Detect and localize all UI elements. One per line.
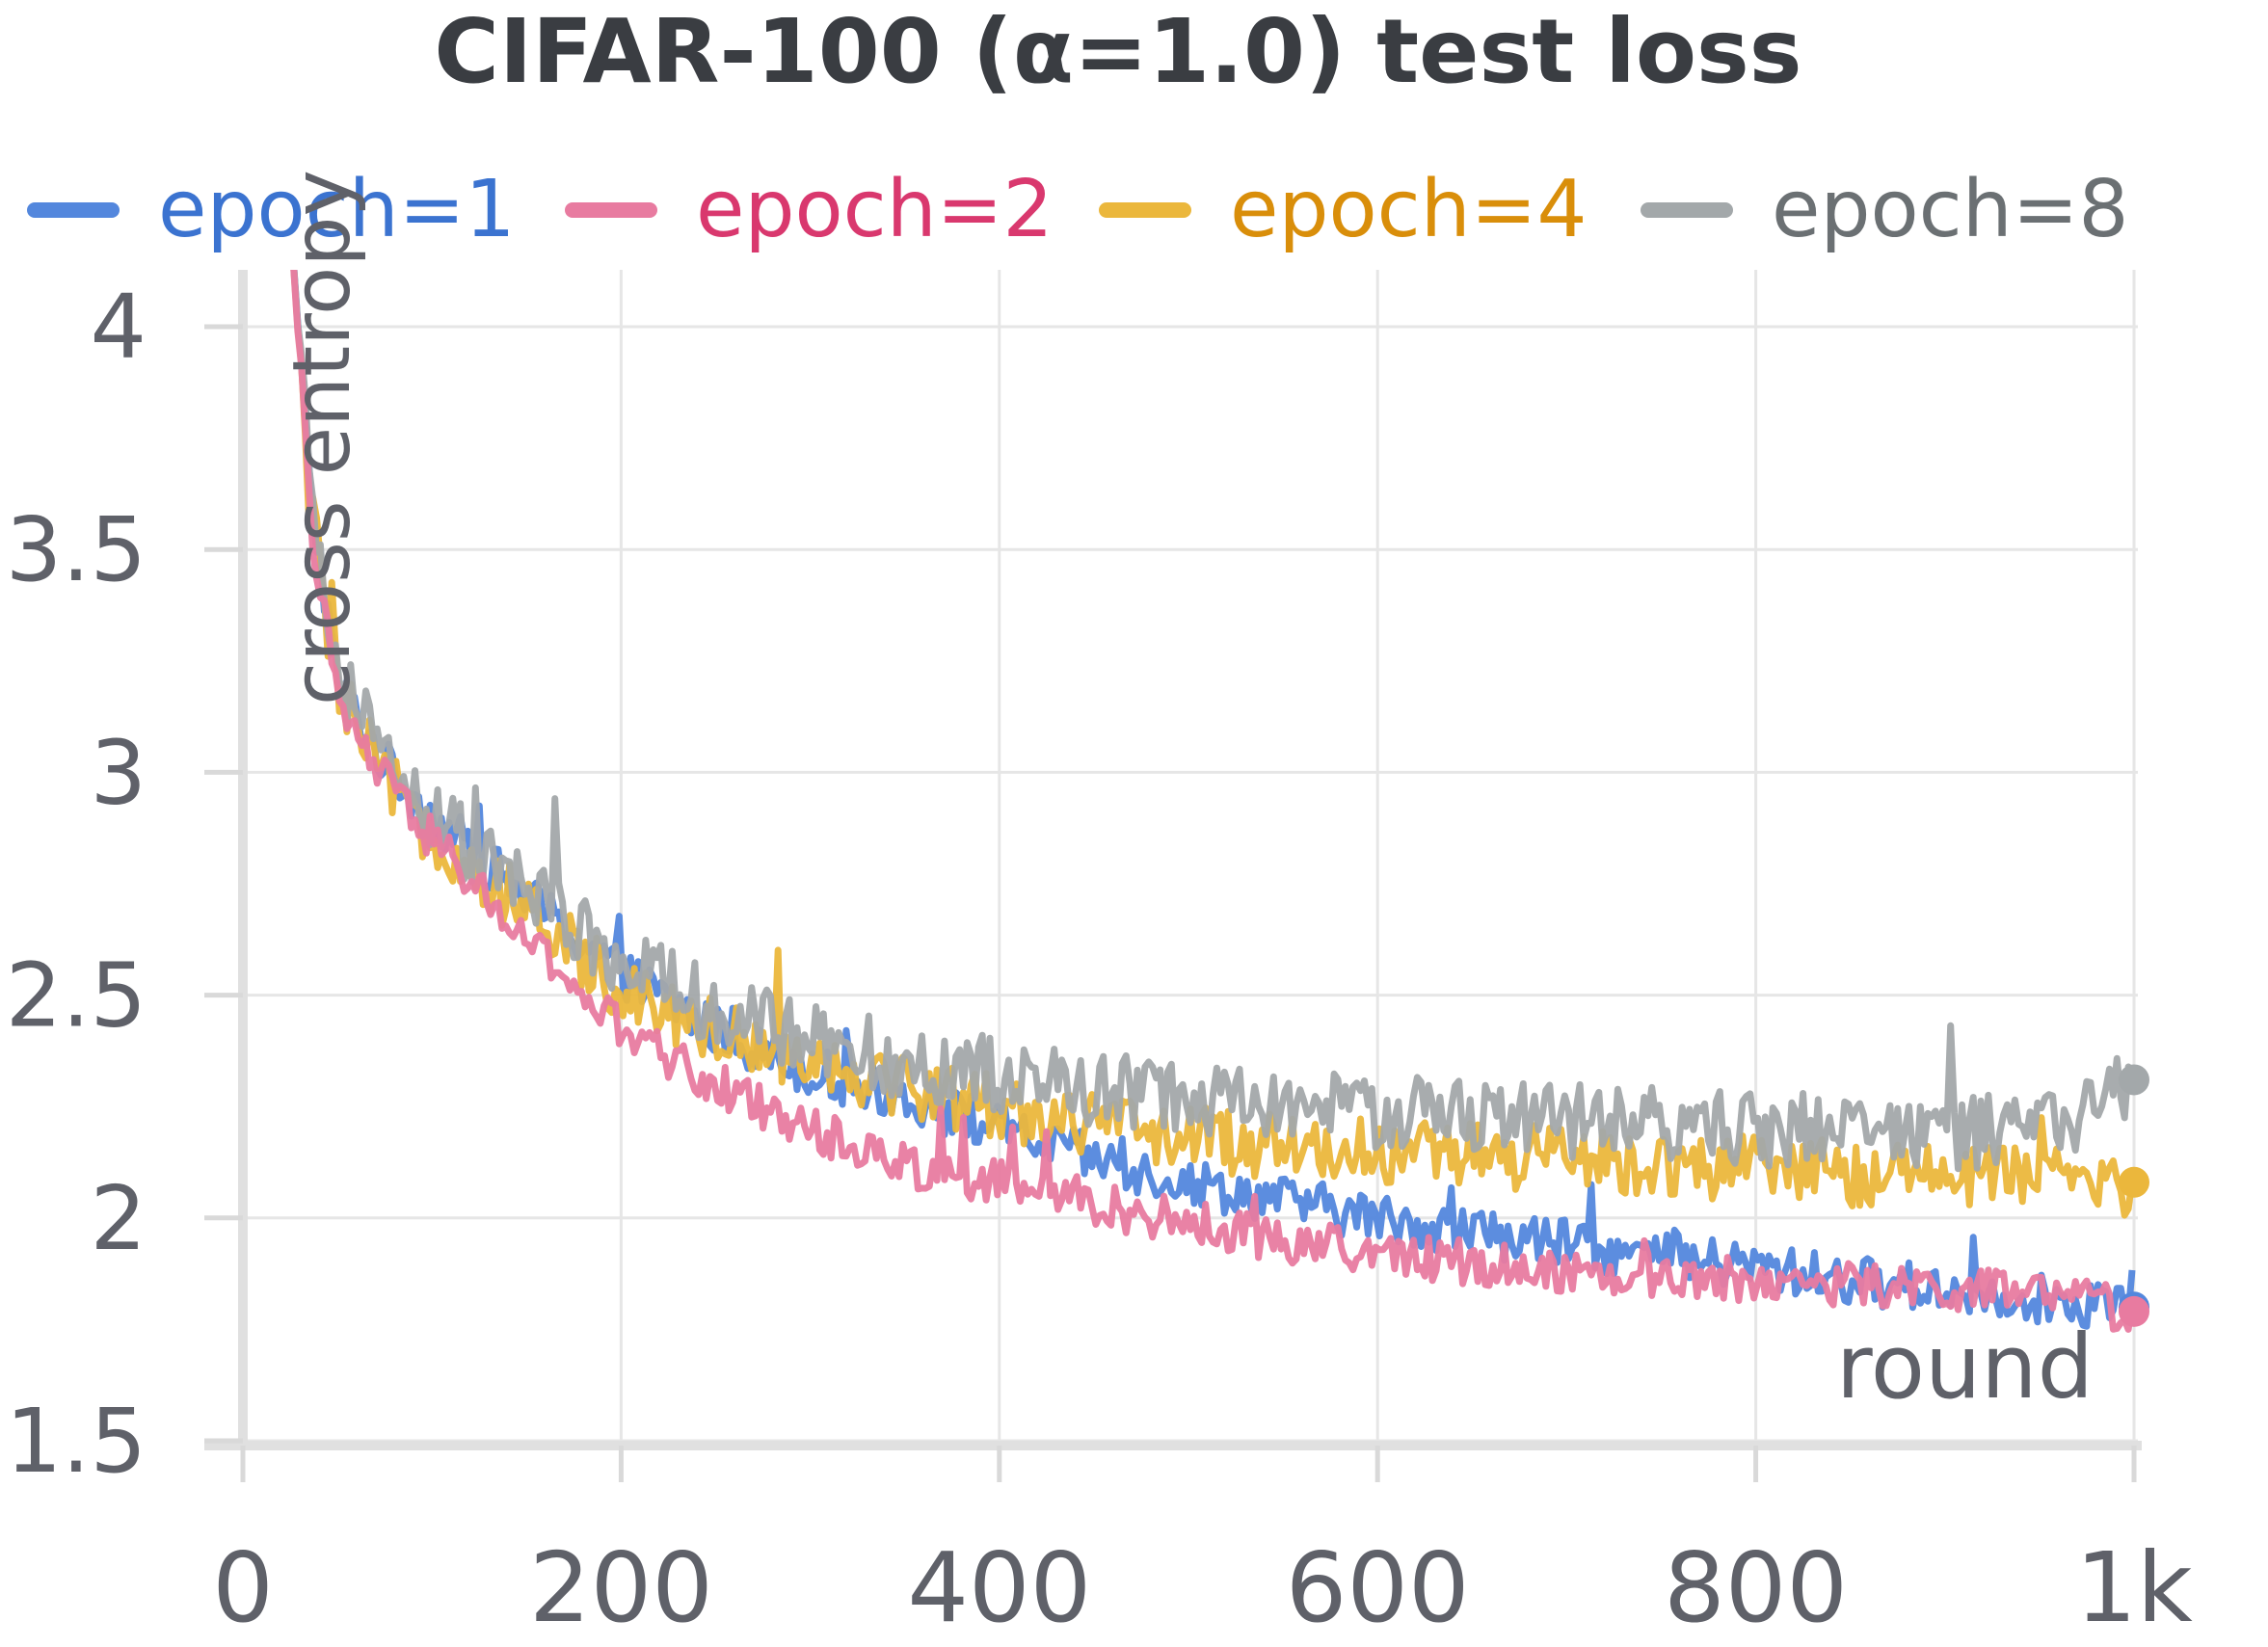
y-tick-label: 1.5 [6, 1390, 147, 1493]
y-axis-label: cross entropy [277, 170, 368, 705]
axes: 1.5 2 2.5 3 3.5 4 0 200 400 600 800 1k [6, 270, 2193, 1644]
series-layer [290, 270, 2136, 1333]
x-tick-label: 600 [1286, 1531, 1470, 1644]
legend-item-epoch-8: epoch=8 [1641, 164, 2129, 255]
series-line-epoch-8 [290, 270, 2136, 1173]
end-marker-epoch-8 [2119, 1064, 2149, 1096]
legend-label: epoch=2 [696, 164, 1054, 255]
x-tick-label: 1k [2075, 1531, 2193, 1644]
x-tick-label: 200 [529, 1531, 713, 1644]
x-axis-label: round [1836, 1315, 2094, 1419]
x-tick-label: 400 [907, 1531, 1091, 1644]
series-line-epoch-2 [290, 270, 2136, 1333]
chart-title: CIFAR-100 (α=1.0) test loss [434, 0, 1801, 103]
end-marker-epoch-4 [2119, 1166, 2149, 1198]
y-tick-label: 2.5 [6, 944, 147, 1048]
end-marker-epoch-2 [2119, 1295, 2149, 1327]
legend-item-epoch-2: epoch=2 [565, 164, 1054, 255]
series-line-epoch-4 [290, 270, 2136, 1219]
legend: epoch=1 epoch=2 epoch=4 epoch=8 [27, 164, 2129, 255]
legend-item-epoch-1: epoch=1 [27, 164, 516, 255]
x-tick-label: 800 [1664, 1531, 1848, 1644]
legend-label: epoch=4 [1230, 164, 1588, 255]
legend-label: epoch=8 [1772, 164, 2129, 255]
y-tick-label: 2 [90, 1167, 147, 1270]
x-tick-label: 0 [212, 1531, 274, 1644]
y-tick-label: 4 [90, 276, 147, 379]
y-tick-label: 3.5 [6, 498, 147, 601]
y-tick-label: 3 [90, 721, 147, 824]
end-markers [2119, 1064, 2149, 1327]
legend-label: epoch=1 [158, 164, 516, 255]
legend-item-epoch-4: epoch=4 [1099, 164, 1588, 255]
